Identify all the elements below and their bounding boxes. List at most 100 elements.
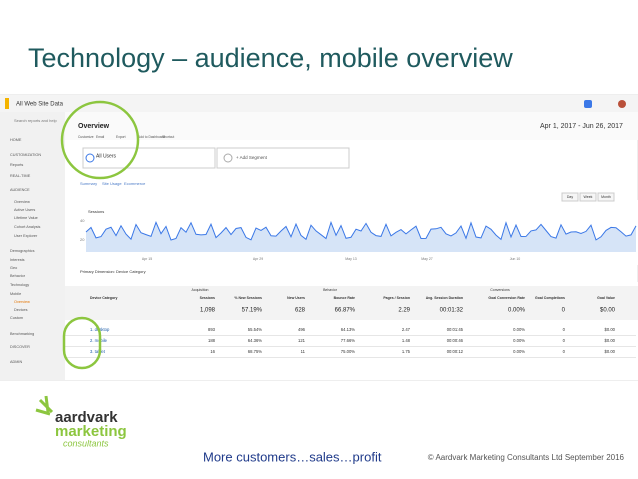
- segment: + Add Segment: [236, 155, 268, 160]
- cell: 64.13%: [341, 327, 355, 332]
- nav-item: Benchmarking: [10, 332, 34, 336]
- period-button: Week: [584, 195, 593, 199]
- total: $0.00: [600, 308, 616, 314]
- nav-item: CUSTOMIZATION: [10, 153, 41, 157]
- primary-dimension: Primary Dimension: Device Category: [80, 269, 146, 274]
- property: All Web Site Data: [16, 102, 64, 108]
- toolbar-item: Export: [116, 135, 126, 139]
- segment-box: [82, 147, 216, 169]
- total: 2.29: [398, 308, 410, 314]
- icon: [584, 100, 592, 108]
- line-trace: [85, 220, 637, 241]
- column-header: New Users: [287, 296, 305, 300]
- tab: Overview: [78, 123, 110, 130]
- button: [597, 192, 615, 202]
- slide-title: Technology – audience, mobile overview: [28, 43, 513, 73]
- cell: 3. tablet: [90, 349, 106, 354]
- total: 0.00%: [508, 308, 526, 314]
- column-header: % New Sessions: [234, 296, 262, 300]
- cell: 496: [298, 327, 306, 332]
- x-label: Apr 15: [142, 257, 152, 261]
- nav-item: Interests: [10, 258, 25, 262]
- chart-tab: Ecommerce: [124, 181, 146, 186]
- segment: All Users: [96, 153, 117, 159]
- cell: $0.00: [605, 327, 616, 332]
- nav-item: REAL-TIME: [10, 174, 31, 178]
- logo-text: consultants: [63, 438, 109, 448]
- total: 66.87%: [335, 308, 356, 314]
- highlight: [60, 100, 140, 180]
- period-button: Day: [567, 195, 573, 199]
- nav-item: Active Users: [14, 208, 35, 212]
- nav-item: ADMIN: [10, 360, 22, 364]
- column-header: Device Category: [90, 296, 117, 300]
- toolbar-item: Add to Dashboard: [138, 135, 165, 139]
- cell: 16: [210, 349, 215, 354]
- avatar: [618, 100, 626, 108]
- nav-item: DISCOVER: [10, 345, 30, 349]
- cell: 1.48: [402, 338, 411, 343]
- column-header: Sessions: [200, 296, 215, 300]
- column-header: Goal Value: [597, 296, 615, 300]
- logo-text: aardvark: [55, 409, 118, 426]
- nav-item: Mobile: [10, 292, 21, 296]
- column-header: Goal Completions: [535, 296, 565, 300]
- cell: 121: [298, 338, 306, 343]
- total: 00:01:32: [440, 308, 464, 314]
- cell: 64.36%: [248, 338, 262, 343]
- metric: Sessions: [88, 209, 104, 214]
- cell: 0: [563, 349, 566, 354]
- nav-item: Behavior: [10, 274, 26, 278]
- column-header: Bounce Rate: [334, 296, 355, 300]
- nav-item: Demographics: [10, 249, 35, 253]
- y-label: 40: [80, 218, 85, 223]
- total: 57.19%: [242, 308, 263, 314]
- total: 0: [562, 308, 566, 314]
- cell: 00:01:45: [447, 327, 464, 332]
- cell: 68.75%: [248, 349, 262, 354]
- sidebar: [0, 112, 65, 380]
- column-group: Acquisition: [192, 288, 209, 292]
- cell: 893: [208, 327, 216, 332]
- cell: 1.75: [402, 349, 411, 354]
- y-label: 20: [80, 237, 85, 242]
- x-label: May 27: [421, 257, 433, 261]
- cell: 2.47: [402, 327, 411, 332]
- toolbar-item: Customize: [78, 135, 94, 139]
- nav-item: User Explorer: [14, 234, 38, 238]
- nav-item: HOME: [10, 138, 22, 142]
- cell: 0.00%: [513, 338, 525, 343]
- period-button: Month: [601, 195, 611, 199]
- segment-icon: [85, 153, 95, 163]
- cell: $0.00: [605, 349, 616, 354]
- top-bar: [0, 95, 638, 112]
- x-label: Apr 29: [253, 257, 263, 261]
- button: [561, 192, 579, 202]
- total: 628: [295, 308, 306, 314]
- x-label: May 13: [345, 257, 357, 261]
- cell: 00:00:46: [447, 338, 464, 343]
- toolbar-item: Shortcut: [162, 135, 174, 139]
- cell: $0.00: [605, 338, 616, 343]
- nav-item: Reports: [10, 163, 23, 167]
- column-group: Behavior: [323, 288, 338, 292]
- cell: 0.00%: [513, 349, 525, 354]
- button: [579, 192, 597, 202]
- chart-area: [65, 200, 638, 265]
- cell: 77.66%: [341, 338, 355, 343]
- segment-icon: [223, 153, 233, 163]
- cell: 55.54%: [248, 327, 262, 332]
- header: [65, 112, 638, 140]
- logo-text: marketing: [55, 423, 127, 440]
- total: 1,098: [200, 308, 216, 314]
- nav-item: Overview: [14, 200, 30, 204]
- segment-box: [216, 147, 350, 169]
- chart-tab: Site Usage: [102, 181, 122, 186]
- nav-item: Geo: [10, 266, 17, 270]
- nav-item: AUDIENCE: [10, 188, 30, 192]
- cell: 0: [563, 338, 566, 343]
- tagline: More customers…sales…profit: [203, 449, 382, 464]
- column-header: Avg. Session Duration: [426, 296, 463, 300]
- column-group: Conversions: [490, 288, 510, 292]
- cell: 00:00:12: [447, 349, 464, 354]
